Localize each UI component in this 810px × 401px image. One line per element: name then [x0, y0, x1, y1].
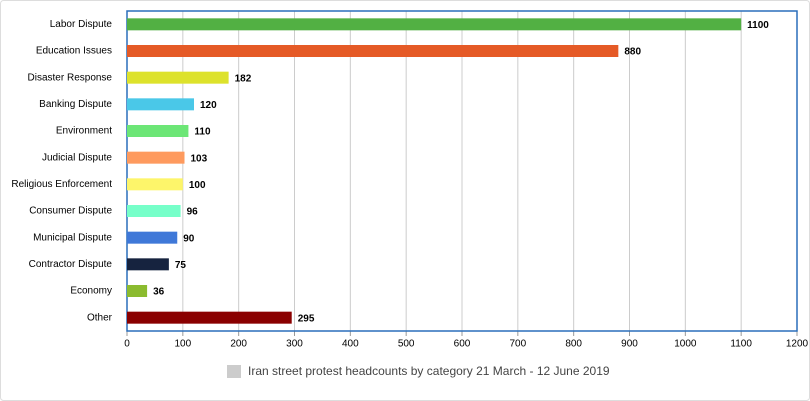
y-tick-label: Other [87, 312, 113, 323]
y-tick-label: Economy [70, 286, 112, 297]
y-tick-label: Contractor Dispute [29, 259, 113, 270]
bar [127, 125, 189, 137]
value-label: 96 [187, 207, 199, 218]
value-label: 103 [191, 153, 208, 164]
y-tick-label: Judicial Dispute [42, 152, 112, 163]
legend-swatch [227, 365, 241, 378]
bar [127, 258, 169, 271]
x-tick-label: 1200 [786, 339, 809, 350]
x-tick-label: 400 [342, 339, 359, 350]
x-tick-label: 700 [509, 339, 526, 350]
x-tick-label: 500 [398, 339, 415, 350]
bar [127, 18, 742, 31]
value-label: 75 [175, 260, 187, 271]
y-tick-label: Municipal Dispute [33, 232, 112, 243]
bar [127, 231, 178, 244]
x-tick-label: 100 [174, 339, 191, 350]
value-label: 100 [189, 180, 206, 191]
y-tick-label: Environment [56, 126, 112, 137]
x-tick-label: 300 [286, 339, 303, 350]
bar [127, 311, 292, 324]
bar [127, 205, 181, 217]
legend-label: Iran street protest headcounts by catego… [248, 364, 610, 378]
bar [127, 178, 183, 191]
x-tick-label: 900 [621, 339, 638, 350]
bar [127, 98, 194, 111]
bar [127, 151, 185, 164]
x-tick-label: 600 [454, 339, 471, 350]
plot-border [126, 10, 798, 332]
value-label: 1100 [747, 20, 769, 31]
x-tick-label: 1000 [674, 339, 697, 350]
bar [127, 45, 619, 57]
value-label: 182 [235, 73, 252, 84]
value-label: 90 [183, 233, 195, 244]
y-tick-label: Banking Dispute [39, 99, 112, 110]
x-tick-label: 0 [124, 339, 130, 350]
x-tick-label: 800 [565, 339, 582, 350]
y-tick-label: Education Issues [36, 46, 112, 57]
value-label: 110 [194, 127, 211, 138]
y-tick-label: Disaster Response [28, 72, 113, 83]
bar [127, 285, 148, 297]
y-tick-label: Consumer Dispute [29, 206, 112, 217]
x-tick-label: 1100 [730, 339, 752, 350]
y-tick-label: Labor Dispute [50, 19, 113, 30]
value-label: 36 [153, 287, 165, 298]
x-tick-label: 200 [230, 339, 247, 350]
bar [127, 71, 229, 84]
y-tick-label: Religious Enforcement [11, 179, 112, 190]
value-label: 295 [298, 313, 315, 324]
value-label: 880 [624, 47, 641, 58]
value-label: 120 [200, 100, 217, 111]
